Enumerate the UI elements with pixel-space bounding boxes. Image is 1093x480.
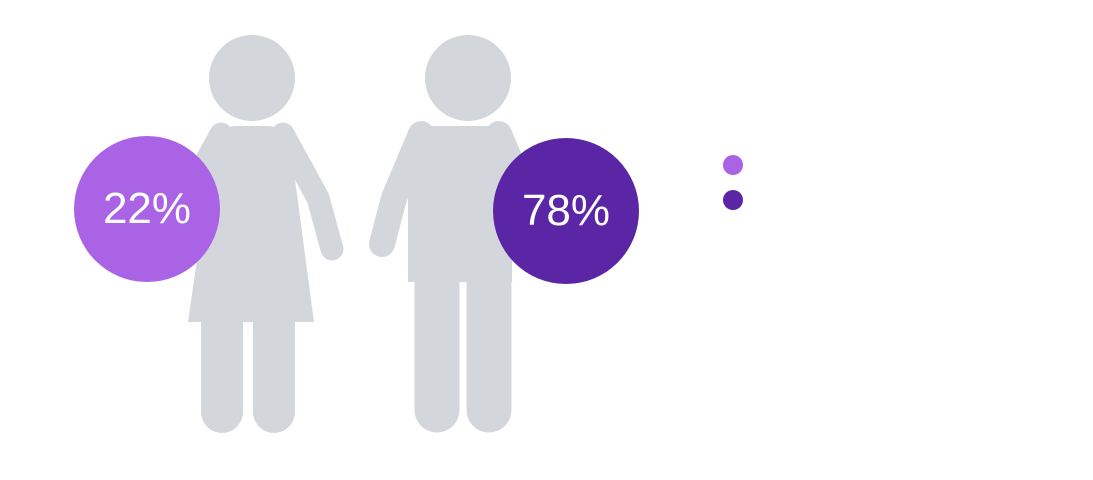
- male-percentage-badge: 78%: [493, 138, 639, 284]
- man-icon: [369, 35, 551, 433]
- female-percentage-badge: 22%: [74, 136, 220, 282]
- legend-dot-male: [723, 190, 743, 210]
- legend-dot-female: [723, 155, 743, 175]
- male-percentage-label: 78%: [521, 186, 611, 235]
- female-percentage-label: 22%: [102, 184, 192, 233]
